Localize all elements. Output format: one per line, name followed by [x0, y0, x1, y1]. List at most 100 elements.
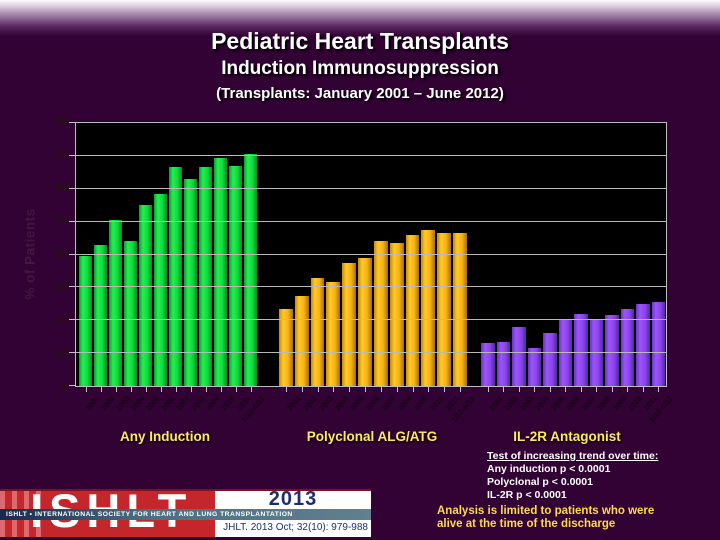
y-tick-label: 80 [55, 116, 68, 128]
il-2r-antagonist-bar-2004 [527, 348, 541, 386]
x-category-label: 2010 [626, 394, 644, 413]
any-induction-bar-2003 [109, 219, 122, 386]
y-tick-mark [69, 253, 75, 255]
il-2r-antagonist-bar-2001 [481, 343, 495, 386]
il-2r-antagonist-bar-2007 [574, 313, 588, 386]
bar-group-any-induction: 2001 2002 2003 2004 2005 2006 2007 2008 2009 2010… [79, 123, 267, 424]
y-tick-label: 50 [55, 215, 68, 228]
polyclonal-alg-atg-bar-1/12-6/12 [453, 233, 467, 386]
gridline [76, 286, 666, 288]
x-category-label: 2003 [114, 394, 132, 413]
bar-cell: 2001 [481, 123, 504, 413]
x-category-label: 2009 [204, 394, 222, 413]
il-2r-antagonist-bar-2011 [636, 303, 650, 386]
x-category-label: 2005 [548, 394, 567, 413]
bar-cell: 2002 [94, 123, 117, 413]
any-induction-bar-2010 [214, 157, 227, 386]
bar-cell: 2006 [558, 123, 582, 413]
logo-year: 2013 [268, 488, 318, 510]
bar-cell: 2004 [326, 123, 350, 413]
bar-cell: 2009 [605, 123, 628, 413]
il-2r-antagonist-bar-2003 [512, 326, 526, 386]
top-gradient-band [0, 0, 720, 36]
x-category-label: 2010 [427, 394, 446, 413]
page-subtitle: Induction Immunosuppression [221, 58, 499, 79]
analysis-note-line: alive at the time of the discharge [437, 517, 616, 530]
x-category-label: 2006 [564, 394, 582, 413]
polyclonal-alg-atg-bar-2011 [437, 233, 452, 386]
y-tick-mark [69, 319, 75, 321]
y-tick-mark [69, 154, 75, 156]
y-tick-mark [69, 187, 75, 189]
bar-cell: 2010 [214, 123, 237, 413]
x-category-label: 2005 [144, 394, 162, 413]
x-category-label: 2008 [395, 394, 414, 413]
ishlt-banner-text: ISHLT • INTERNATIONAL SOCIETY FOR HEART … [0, 509, 371, 520]
x-category-label: 2002 [502, 394, 520, 413]
bar-cell: 2005 [543, 123, 566, 413]
ishlt-logo: 2013 JHLT. 2013 Oct; 32(10): 979-988 ISH… [0, 485, 371, 537]
analysis-note: Analysis is limited to patients who were… [437, 505, 654, 530]
il-2r-antagonist-bar-2006 [558, 320, 572, 386]
x-category-label: 2007 [174, 394, 192, 413]
polyclonal-alg-atg-bar-2004 [326, 282, 341, 386]
bar-cell: 2004 [124, 123, 147, 413]
polyclonal-alg-atg-bar-2006 [358, 257, 372, 386]
x-category-label: 2009 [411, 394, 430, 413]
bar-cell: 2008 [589, 123, 613, 413]
x-category-label: 2004 [129, 394, 147, 413]
journal-citation: JHLT. 2013 Oct; 32(10): 979-988 [223, 522, 368, 533]
any-induction-bar-2004 [124, 241, 137, 386]
bar-cell: 1/12-6/12 [450, 123, 477, 424]
bar-cell: 2002 [496, 123, 520, 413]
y-tick-label: 60 [55, 182, 68, 195]
y-tick-mark [69, 220, 75, 222]
x-category-label: 2007 [380, 394, 398, 413]
bar-cell: 2010 [421, 123, 445, 413]
x-category-label: 2009 [610, 394, 629, 413]
x-category-label: 2005 [348, 394, 367, 413]
plot-area: 2001 2002 2003 2004 2005 2006 2007 2008 2009 2010… [69, 122, 675, 424]
x-category-label: 2003 [517, 394, 536, 413]
any-induction-bar-1/12-6/12 [244, 154, 257, 386]
any-induction-bar-2001 [79, 256, 92, 386]
y-tick-label: 40 [55, 248, 68, 261]
bar-cell: 2007 [373, 123, 398, 413]
bar-group-il2r: 2001 2002 2003 2004 2005 2006 2007 2008 2009 2010… [481, 123, 675, 424]
polyclonal-alg-atg-bar-2001 [279, 308, 293, 386]
bar-cell: 2007 [169, 123, 192, 413]
bar-cell: 1/12-6/12 [648, 123, 675, 424]
bar-cell: 2011 [636, 123, 659, 412]
x-category-label: 2001 [84, 394, 102, 413]
y-tick-label: 30 [55, 281, 68, 294]
bar-cell: 2003 [512, 123, 535, 413]
bar-cell: 2006 [154, 123, 177, 413]
any-induction-bar-2008 [184, 178, 197, 386]
date-range: (Transplants: January 2001 – June 2012) [216, 85, 504, 102]
y-tick-label: 70 [55, 149, 68, 162]
bar-cell: 2008 [389, 123, 414, 413]
y-axis: 0 10 20 30 40 50 60 70 80 [36, 116, 68, 393]
x-category-label: 2001 [285, 394, 303, 413]
bar-cell: 2008 [184, 123, 207, 413]
bar-cell: 2004 [527, 123, 551, 413]
il-2r-antagonist-bar-2010 [620, 308, 634, 386]
bar-cell: 2009 [405, 123, 429, 413]
polyclonal-alg-atg-bar-2005 [342, 262, 357, 386]
polyclonal-alg-atg-bar-2009 [405, 234, 420, 386]
legend-any-induction: Any Induction [120, 429, 210, 444]
any-induction-bar-2005 [139, 205, 152, 386]
trend-stat-line: Any induction p < 0.0001 [487, 463, 611, 475]
y-tick-mark [69, 385, 75, 386]
y-tick-mark [69, 122, 75, 123]
il-2r-antagonist-bar-2002 [496, 341, 510, 386]
gridline [76, 253, 666, 255]
bar-cell: 2006 [358, 123, 382, 413]
trend-stat-line: Polyclonal p < 0.0001 [487, 476, 593, 488]
polyclonal-alg-atg-bar-2008 [389, 243, 404, 386]
any-induction-bar-2007 [169, 167, 182, 386]
x-category-label: 2001 [486, 394, 505, 413]
bar-cell: 2005 [139, 123, 162, 413]
gridline [76, 319, 666, 321]
